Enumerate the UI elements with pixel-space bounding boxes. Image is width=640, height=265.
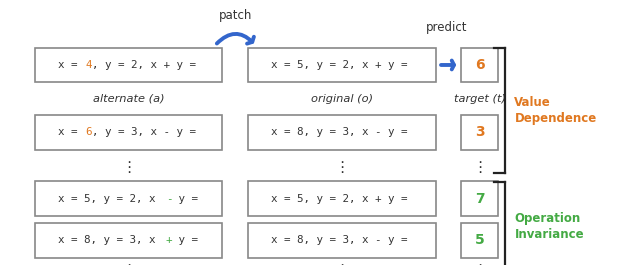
Text: +: + (166, 235, 172, 245)
Text: x = 5, y = 2, x: x = 5, y = 2, x (58, 194, 162, 204)
Text: 7: 7 (475, 192, 484, 206)
FancyBboxPatch shape (461, 48, 499, 82)
Text: original (o): original (o) (311, 94, 373, 104)
Text: x = 8, y = 3, x - y =: x = 8, y = 3, x - y = (271, 235, 408, 245)
Text: patch: patch (219, 9, 252, 22)
FancyBboxPatch shape (461, 115, 499, 150)
FancyBboxPatch shape (35, 115, 223, 150)
Text: Operation
Invariance: Operation Invariance (515, 212, 584, 241)
FancyBboxPatch shape (248, 48, 436, 82)
FancyBboxPatch shape (461, 223, 499, 258)
FancyBboxPatch shape (248, 223, 436, 258)
Text: ⋮: ⋮ (121, 160, 136, 175)
Text: Value
Dependence: Value Dependence (515, 96, 596, 125)
Text: ⋮: ⋮ (472, 263, 488, 265)
Text: 6: 6 (85, 127, 92, 138)
Text: 4: 4 (85, 60, 92, 70)
FancyBboxPatch shape (248, 181, 436, 216)
Text: ⋮: ⋮ (121, 263, 136, 265)
Text: predict: predict (426, 21, 468, 34)
Text: , y = 3, x - y =: , y = 3, x - y = (92, 127, 196, 138)
Text: x =: x = (58, 60, 84, 70)
Text: ⋮: ⋮ (334, 263, 349, 265)
Text: 6: 6 (475, 58, 484, 72)
FancyBboxPatch shape (461, 181, 499, 216)
Text: x = 8, y = 3, x: x = 8, y = 3, x (58, 235, 162, 245)
Text: target (t): target (t) (454, 94, 506, 104)
FancyBboxPatch shape (35, 48, 223, 82)
Text: ⋮: ⋮ (334, 160, 349, 175)
Text: y =: y = (172, 235, 198, 245)
Text: ⋮: ⋮ (472, 160, 488, 175)
Text: x = 8, y = 3, x - y =: x = 8, y = 3, x - y = (271, 127, 408, 138)
FancyBboxPatch shape (35, 223, 223, 258)
FancyBboxPatch shape (35, 181, 223, 216)
Text: x =: x = (58, 127, 84, 138)
Text: 5: 5 (475, 233, 485, 247)
Text: -: - (166, 194, 172, 204)
Text: y =: y = (172, 194, 198, 204)
FancyBboxPatch shape (248, 115, 436, 150)
Text: x = 5, y = 2, x + y =: x = 5, y = 2, x + y = (271, 60, 408, 70)
Text: 3: 3 (475, 126, 484, 139)
Text: alternate (a): alternate (a) (93, 94, 164, 104)
Text: x = 5, y = 2, x + y =: x = 5, y = 2, x + y = (271, 194, 408, 204)
Text: , y = 2, x + y =: , y = 2, x + y = (92, 60, 196, 70)
